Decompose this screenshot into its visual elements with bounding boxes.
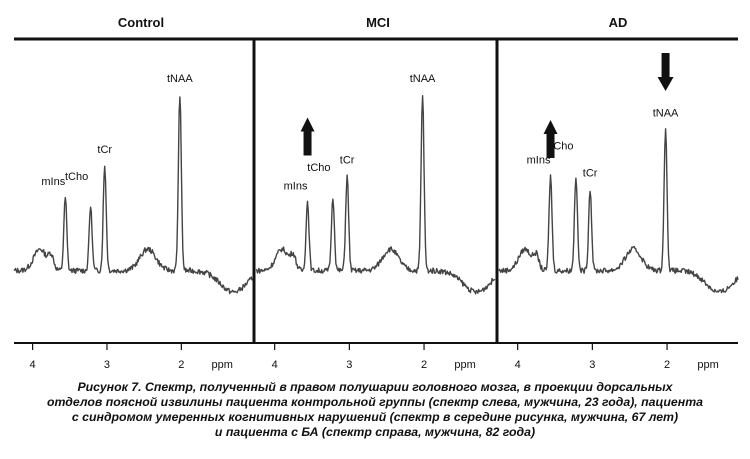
panel-title: AD xyxy=(609,15,628,30)
x-axis-label: ppm xyxy=(697,359,718,371)
figure-caption: Рисунок 7. Спектр, полученный в правом п… xyxy=(10,380,740,440)
x-tick-label: 3 xyxy=(104,359,110,371)
peak-label-tcho: tCho xyxy=(550,141,573,153)
peak-label-tnaa: tNAA xyxy=(653,107,679,119)
peak-label-tcr: tCr xyxy=(340,155,355,167)
caption-line: с синдромом умеренных когнитивных наруше… xyxy=(71,410,679,424)
peak-label-tcr: tCr xyxy=(583,168,598,180)
peak-label-tnaa: tNAA xyxy=(410,73,436,85)
peak-label-mins: mIns xyxy=(527,155,551,167)
x-tick-label: 2 xyxy=(421,359,427,371)
caption-line: Рисунок 7. Спектр, полученный в правом п… xyxy=(77,380,673,394)
arrow-up-icon xyxy=(300,117,315,156)
x-tick-label: 4 xyxy=(515,359,521,371)
panel-title: Control xyxy=(118,15,164,30)
x-axis-label: ppm xyxy=(454,359,475,371)
peak-label-tnaa: tNAA xyxy=(167,73,193,85)
spectrum-line xyxy=(498,128,739,294)
arrow-down-icon xyxy=(657,53,674,91)
peak-label-mins: mIns xyxy=(41,176,65,188)
panel-title: MCI xyxy=(366,15,390,30)
peak-label-tcr: tCr xyxy=(97,144,112,156)
peak-label-tcho: tCho xyxy=(65,171,88,183)
x-tick-label: 2 xyxy=(178,359,184,371)
arrow-up-icon xyxy=(543,120,558,158)
peak-label-tcho: tCho xyxy=(307,162,330,174)
x-tick-label: 2 xyxy=(664,359,670,371)
x-tick-label: 3 xyxy=(589,359,595,371)
x-tick-label: 4 xyxy=(272,359,278,371)
caption-line: и пациента с БА (спектр справа, мужчина,… xyxy=(214,425,536,439)
spectrum-line xyxy=(13,96,253,295)
x-tick-label: 4 xyxy=(30,359,36,371)
x-axis-label: ppm xyxy=(212,359,233,371)
peak-label-mins: mIns xyxy=(284,181,308,193)
caption-line: отделов поясной извилины пациента контро… xyxy=(47,395,703,409)
x-tick-label: 3 xyxy=(346,359,352,371)
spectrum-line xyxy=(255,95,496,295)
